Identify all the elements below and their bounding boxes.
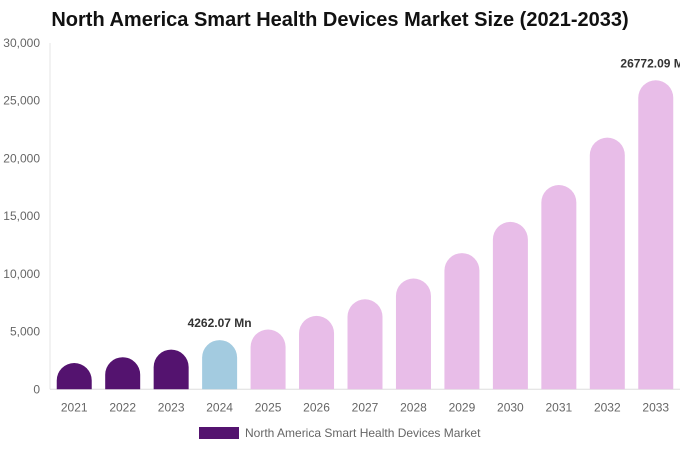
y-tick-label: 20,000 [3,151,40,165]
bar-2031 [541,185,577,390]
x-tick-label: 2031 [545,400,572,414]
x-tick-label: 2028 [400,400,427,414]
bar-2022 [105,357,141,390]
legend[interactable]: North America Smart Health Devices Marke… [199,426,480,440]
y-tick-label: 30,000 [3,36,40,50]
bar-2026 [299,315,335,390]
y-tick-label: 5,000 [10,325,40,339]
bar-2029 [444,253,480,390]
x-tick-label: 2022 [109,400,136,414]
x-tick-label: 2033 [642,400,669,414]
bar-2027 [347,299,383,390]
x-tick-label: 2032 [594,400,621,414]
x-tick-label: 2027 [352,400,379,414]
bar-2021 [56,362,92,390]
chart-title: North America Smart Health Devices Marke… [51,9,629,31]
bar-2033 [638,80,674,390]
legend-swatch [199,427,239,439]
y-tick-label: 15,000 [3,209,40,223]
bar-2032 [589,137,625,390]
legend-label: North America Smart Health Devices Marke… [245,426,481,440]
bar-2024 [202,340,238,390]
y-tick-label: 25,000 [3,94,40,108]
x-tick-label: 2026 [303,400,330,414]
bar-2023 [153,349,189,390]
bar-2028 [395,278,431,390]
x-tick-label: 2030 [497,400,524,414]
bar-2030 [492,221,528,390]
y-tick-label: 0 [33,382,40,396]
x-tick-label: 2025 [255,400,282,414]
x-tick-label: 2029 [449,400,476,414]
y-tick-label: 10,000 [3,267,40,281]
x-tick-label: 2023 [158,400,185,414]
data-label-2033: 26772.09 Mn [620,56,680,70]
bar-2025 [250,329,286,390]
x-tick-label: 2021 [61,400,88,414]
x-tick-label: 2024 [206,400,233,414]
data-label-2024: 4262.07 Mn [188,316,252,330]
